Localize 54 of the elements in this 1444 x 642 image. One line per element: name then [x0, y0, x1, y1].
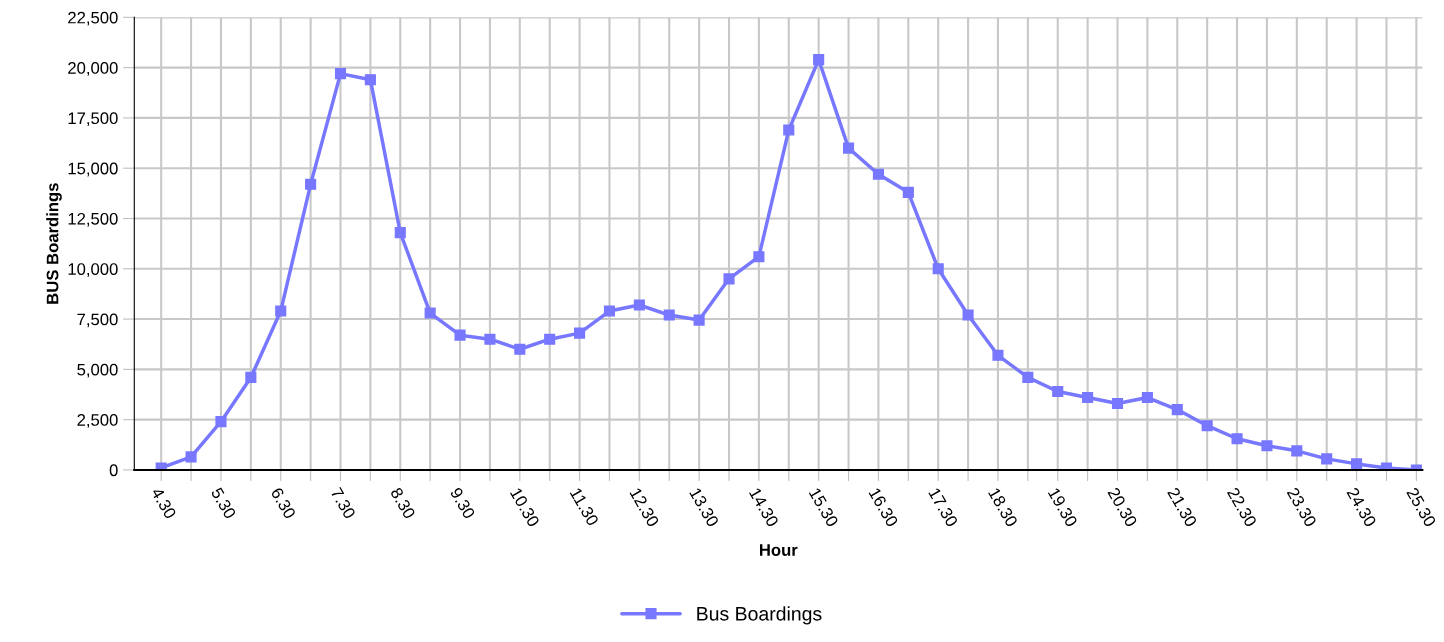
point [1231, 433, 1243, 445]
point [842, 142, 855, 154]
point [962, 309, 974, 321]
y-tick-label: 5,000 [77, 363, 118, 378]
x-tick-label: 4.30 [150, 486, 177, 520]
y-tick-label: 2,500 [77, 414, 118, 428]
point [1291, 445, 1303, 457]
point [1141, 391, 1153, 404]
y-tick-label: 10,000 [68, 263, 118, 277]
point [693, 314, 705, 326]
x-axis-title: Hour [759, 544, 798, 556]
point [872, 168, 884, 180]
point [1171, 404, 1183, 416]
y-tick-label: 22,500 [68, 11, 118, 26]
point [813, 54, 825, 66]
y-tick-label: 17,500 [68, 112, 118, 127]
point [215, 416, 227, 428]
point [603, 305, 616, 317]
point [1351, 458, 1363, 470]
y-tick-label: 7,500 [77, 313, 118, 328]
point [1082, 391, 1094, 404]
point [723, 273, 735, 285]
point [394, 227, 406, 239]
legend-label: Bus Boardings [697, 606, 822, 625]
y-tick-label: 0 [109, 464, 118, 477]
point [663, 309, 675, 321]
point [633, 299, 645, 311]
point [1321, 453, 1333, 465]
point [1201, 420, 1213, 432]
point [932, 263, 944, 275]
point [424, 307, 436, 319]
point [753, 251, 765, 263]
point [275, 305, 287, 317]
point [245, 371, 257, 383]
point [544, 333, 556, 345]
y-tick-label: 20,000 [68, 62, 118, 76]
point [1261, 440, 1273, 452]
point [574, 327, 586, 339]
y-tick-label: 15,000 [68, 162, 118, 177]
point [1052, 385, 1064, 398]
y-axis-title: BUS Boardings [46, 183, 62, 304]
point [334, 68, 347, 80]
point [783, 124, 795, 136]
point [992, 349, 1004, 361]
point [514, 343, 526, 355]
point [305, 178, 317, 190]
point [902, 186, 914, 198]
point [1111, 398, 1124, 410]
point [484, 333, 496, 345]
point [364, 74, 376, 86]
point [185, 451, 197, 463]
point [1022, 371, 1034, 383]
y-tick-label: 12,500 [68, 212, 118, 227]
point [454, 329, 466, 341]
